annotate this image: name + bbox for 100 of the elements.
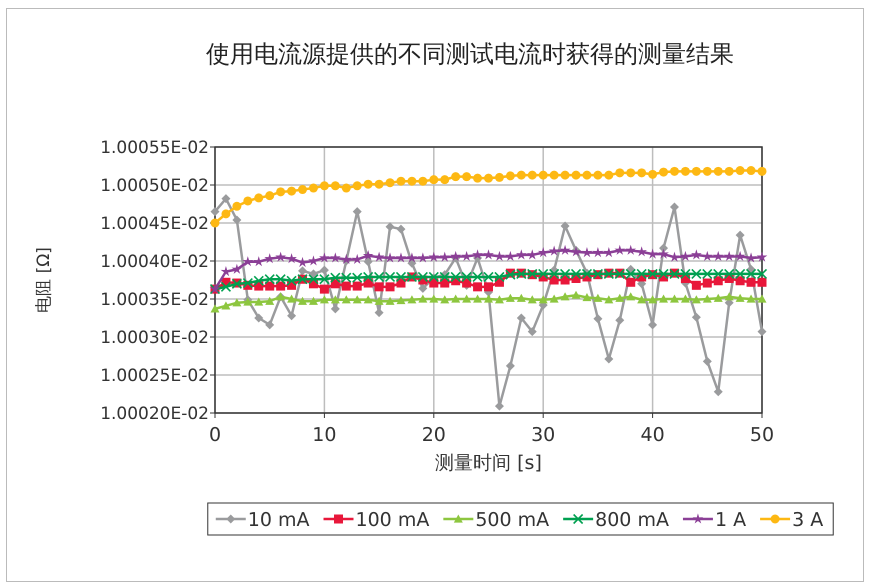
point	[418, 284, 428, 293]
point	[516, 314, 526, 322]
point	[736, 166, 745, 176]
point	[648, 170, 658, 179]
point	[506, 361, 515, 370]
point	[528, 295, 537, 304]
point	[746, 166, 756, 176]
point	[538, 170, 548, 180]
point	[550, 170, 559, 180]
y-tick-label: 1.00030E-02	[100, 328, 209, 348]
point	[374, 282, 384, 292]
point	[340, 254, 352, 264]
point	[724, 166, 734, 176]
point	[384, 252, 396, 263]
x-axis-title: 测量时间 [s]	[435, 452, 542, 474]
y-tick-label: 1.00055E-02	[100, 138, 209, 158]
x-tick-label: 50	[750, 424, 774, 446]
point	[462, 294, 472, 303]
point	[428, 252, 440, 262]
point	[429, 294, 438, 303]
point	[724, 250, 735, 261]
point	[615, 294, 624, 302]
point	[386, 222, 395, 232]
x-tick-label: 30	[531, 424, 556, 446]
point	[560, 170, 570, 180]
x-tick-label: 0	[208, 424, 222, 446]
point	[451, 172, 460, 182]
point	[538, 247, 549, 258]
point	[593, 170, 602, 180]
point	[473, 174, 482, 183]
point	[572, 290, 581, 299]
point	[254, 314, 264, 322]
point	[386, 178, 395, 188]
point	[275, 252, 286, 262]
point	[659, 168, 668, 177]
point	[702, 250, 713, 261]
point	[451, 294, 460, 303]
point	[352, 181, 362, 190]
point	[572, 170, 581, 180]
point	[221, 301, 230, 310]
point	[364, 180, 373, 189]
point	[232, 264, 242, 274]
point	[221, 209, 230, 218]
point	[625, 244, 636, 255]
y-tick-label: 1.00050E-02	[100, 176, 209, 196]
point	[758, 294, 766, 303]
point	[756, 252, 768, 262]
point	[352, 295, 362, 304]
point	[692, 280, 701, 290]
point	[342, 184, 351, 193]
legend-label: 3 A	[792, 509, 824, 531]
point	[659, 294, 668, 303]
point	[592, 247, 604, 258]
point	[342, 295, 351, 304]
point	[330, 295, 340, 304]
legend-label: 100 mA	[356, 509, 430, 531]
point	[362, 250, 374, 260]
point	[440, 175, 450, 184]
point	[548, 245, 560, 256]
point	[429, 175, 438, 184]
point	[582, 247, 592, 258]
point	[276, 187, 286, 196]
point	[242, 256, 254, 266]
point	[582, 170, 592, 180]
point	[232, 202, 242, 211]
point	[691, 249, 702, 260]
point	[494, 250, 505, 261]
point	[736, 276, 745, 286]
legend-label: 1 A	[714, 509, 746, 531]
point	[418, 294, 428, 303]
point	[505, 250, 516, 261]
point	[472, 249, 483, 260]
y-tick-label: 1.00040E-02	[100, 252, 209, 272]
y-tick-label: 1.00025E-02	[100, 366, 209, 386]
point	[494, 172, 504, 182]
point	[538, 295, 548, 304]
point	[758, 327, 766, 336]
point	[473, 294, 482, 303]
point	[702, 294, 712, 303]
point	[637, 295, 646, 304]
point	[528, 327, 537, 336]
point	[232, 215, 242, 224]
point	[473, 282, 482, 292]
point	[265, 191, 274, 200]
point	[528, 170, 537, 180]
point	[320, 284, 329, 294]
x-tick-label: 10	[312, 424, 336, 446]
point	[320, 295, 329, 304]
point	[702, 356, 712, 366]
point	[462, 172, 472, 182]
point	[243, 196, 252, 206]
point	[670, 294, 679, 303]
point	[615, 316, 624, 325]
point	[364, 257, 373, 266]
y-tick-label: 1.00035E-02	[100, 290, 209, 310]
legend-label: 500 mA	[475, 509, 550, 531]
point	[396, 296, 406, 304]
point	[308, 184, 318, 193]
point	[483, 249, 494, 260]
legend-label: 800 mA	[595, 509, 669, 531]
